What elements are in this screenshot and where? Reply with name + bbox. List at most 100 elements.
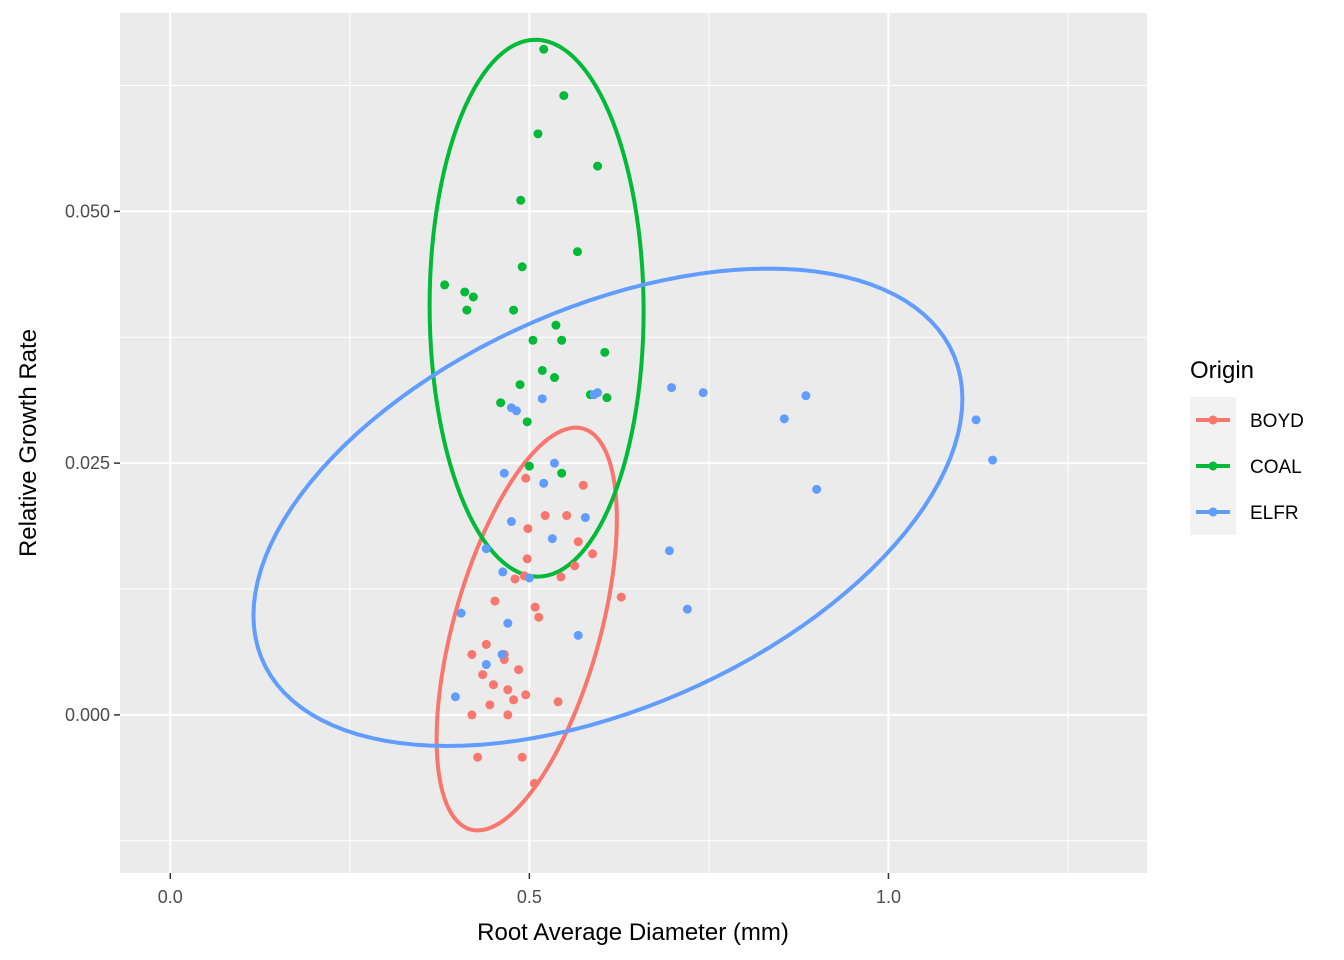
major-gridlines xyxy=(120,13,1147,873)
point-elfr-24 xyxy=(503,618,513,628)
point-elfr-23 xyxy=(456,608,466,618)
point-boyd-24 xyxy=(521,473,531,483)
point-coal-10 xyxy=(462,305,472,315)
point-boyd-10 xyxy=(510,574,520,584)
point-elfr-12 xyxy=(499,468,509,478)
point-elfr-17 xyxy=(547,534,557,544)
point-coal-1 xyxy=(559,91,569,101)
legend-title: Origin xyxy=(1190,357,1254,384)
point-boyd-18 xyxy=(562,511,572,521)
y-axis-title: Relative Growth Rate xyxy=(15,329,42,557)
point-elfr-27 xyxy=(481,660,491,670)
point-boyd-0 xyxy=(467,649,477,659)
point-elfr-8 xyxy=(589,390,599,400)
point-coal-9 xyxy=(468,292,478,302)
point-coal-16 xyxy=(537,365,547,375)
point-elfr-4 xyxy=(812,484,822,494)
point-elfr-22 xyxy=(682,604,692,614)
point-elfr-28 xyxy=(450,692,460,702)
point-boyd-23 xyxy=(616,592,626,602)
point-boyd-20 xyxy=(570,561,580,571)
point-boyd-16 xyxy=(540,511,550,521)
point-coal-2 xyxy=(533,129,543,139)
x-tick-label-0: 0.0 xyxy=(158,887,183,907)
point-elfr-0 xyxy=(971,415,981,425)
point-boyd-29 xyxy=(529,778,539,788)
point-coal-19 xyxy=(602,393,612,403)
point-boyd-14 xyxy=(530,602,540,612)
point-boyd-4 xyxy=(488,680,498,690)
point-elfr-14 xyxy=(539,478,549,488)
point-elfr-11 xyxy=(511,406,521,416)
point-coal-7 xyxy=(440,280,450,290)
axis-ticks xyxy=(114,210,890,879)
point-elfr-18 xyxy=(664,546,674,556)
point-elfr-20 xyxy=(498,567,508,577)
point-elfr-19 xyxy=(481,544,491,554)
point-coal-13 xyxy=(557,335,567,345)
legend-label-boyd: BOYD xyxy=(1250,411,1304,432)
legend-key-point-elfr xyxy=(1208,507,1218,517)
point-boyd-13 xyxy=(490,596,500,606)
point-elfr-6 xyxy=(667,383,677,393)
point-elfr-25 xyxy=(573,630,583,640)
legend-key-point-boyd xyxy=(1208,415,1218,425)
point-coal-14 xyxy=(528,335,538,345)
legend-keys: BOYD COAL ELFR xyxy=(1190,397,1304,535)
point-boyd-6 xyxy=(503,685,513,695)
data-points xyxy=(440,44,998,788)
plot-panel xyxy=(120,13,1147,873)
point-coal-23 xyxy=(524,461,534,471)
point-elfr-5 xyxy=(698,388,708,398)
point-elfr-15 xyxy=(580,513,590,523)
legend-label-elfr: ELFR xyxy=(1250,503,1299,524)
point-coal-3 xyxy=(593,161,603,171)
point-coal-12 xyxy=(551,320,561,330)
point-coal-6 xyxy=(517,262,527,272)
point-boyd-8 xyxy=(509,695,519,705)
ellipse-elfr xyxy=(251,266,965,749)
point-coal-18 xyxy=(515,380,525,390)
legend-label-coal: COAL xyxy=(1250,457,1302,478)
point-elfr-3 xyxy=(779,414,789,424)
point-coal-8 xyxy=(460,287,470,297)
point-boyd-15 xyxy=(534,612,544,622)
point-elfr-21 xyxy=(524,573,534,583)
point-boyd-26 xyxy=(467,710,477,720)
x-tick-label-2: 1.0 xyxy=(876,887,901,907)
tick-labels: 0.0 0.5 1.0 0.000 0.025 0.050 xyxy=(65,201,901,907)
point-elfr-26 xyxy=(497,649,507,659)
point-boyd-7 xyxy=(503,710,513,720)
point-boyd-31 xyxy=(553,697,563,707)
point-coal-21 xyxy=(496,398,506,408)
x-tick-label-1: 0.5 xyxy=(517,887,542,907)
point-boyd-25 xyxy=(523,524,533,534)
point-boyd-2 xyxy=(481,639,491,649)
point-boyd-19 xyxy=(573,537,583,547)
y-tick-label-0: 0.000 xyxy=(65,705,110,725)
legend: Origin BOYD COAL ELFR xyxy=(1190,357,1304,535)
point-coal-17 xyxy=(550,373,559,383)
point-boyd-30 xyxy=(521,690,531,700)
point-coal-4 xyxy=(516,195,526,205)
point-elfr-13 xyxy=(550,458,559,468)
point-coal-0 xyxy=(539,44,549,54)
point-coal-11 xyxy=(509,305,519,315)
point-boyd-27 xyxy=(473,752,483,762)
point-boyd-9 xyxy=(514,665,524,675)
minor-gridlines xyxy=(120,13,1147,873)
point-boyd-17 xyxy=(556,572,566,582)
y-tick-label-2: 0.050 xyxy=(65,201,110,221)
point-elfr-16 xyxy=(506,517,516,527)
point-boyd-28 xyxy=(517,752,527,762)
point-elfr-1 xyxy=(988,455,998,465)
point-boyd-22 xyxy=(578,480,588,490)
ellipse-coal xyxy=(427,37,646,579)
point-coal-22 xyxy=(522,417,532,427)
ellipse-boyd xyxy=(434,425,619,833)
point-coal-15 xyxy=(600,347,610,357)
point-boyd-21 xyxy=(588,549,598,559)
point-boyd-12 xyxy=(522,554,532,564)
point-coal-24 xyxy=(557,468,567,478)
